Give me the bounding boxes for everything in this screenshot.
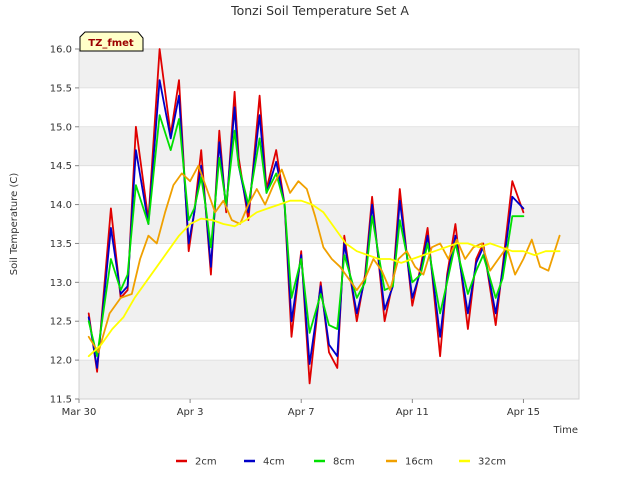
y-tick-label: 13.5: [50, 239, 72, 250]
y-tick-label: 15.5: [50, 83, 72, 94]
y-tick-label: 13.0: [50, 278, 72, 289]
y-tick-label: 14.0: [50, 200, 72, 211]
badge-shape: [79, 31, 144, 52]
x-tick-label: Apr 11: [396, 407, 429, 418]
y-tick-label: 15.0: [50, 122, 72, 133]
tz-fmet-badge: TZ_fmet: [79, 31, 144, 52]
series-line-32cm: [87, 199, 561, 358]
series-line-16cm: [87, 164, 561, 354]
x-axis: Mar 30 Apr 3 Apr 7 Apr 11 Apr 15: [62, 399, 540, 418]
plot-band: [79, 49, 579, 88]
y-tick-label: 12.0: [50, 356, 72, 367]
y-tick-label: 14.5: [50, 161, 72, 172]
y-axis: 11.5 12.0 12.5 13.0 13.5 14.0 14.5 15.0 15.5 16.0: [50, 45, 79, 406]
legend: 2cm 4cm 8cm 16cm 32cm: [176, 457, 506, 468]
legend-label-2cm: 2cm: [195, 457, 217, 468]
series-line-8cm: [87, 114, 525, 358]
x-tick-label: Mar 30: [62, 407, 97, 418]
plot-band: [79, 282, 579, 322]
y-tick-label: 16.0: [50, 45, 72, 56]
badge-label: TZ_fmet: [88, 38, 134, 49]
legend-label-16cm: 16cm: [405, 457, 433, 468]
series-lines: [87, 48, 561, 385]
chart-title: Tonzi Soil Temperature Set A: [230, 3, 409, 18]
legend-label-4cm: 4cm: [263, 457, 285, 468]
plot-band: [79, 204, 579, 244]
legend-label-32cm: 32cm: [478, 457, 506, 468]
plot-band: [79, 360, 579, 399]
x-axis-label: Time: [553, 425, 578, 436]
x-tick-label: Apr 15: [507, 407, 540, 418]
x-tick-label: Apr 3: [177, 407, 204, 418]
x-tick-label: Apr 7: [288, 407, 315, 418]
y-axis-label: Soil Temperature (C): [9, 173, 20, 276]
y-tick-label: 11.5: [50, 395, 72, 406]
plot-frame: [78, 48, 580, 400]
legend-label-8cm: 8cm: [333, 457, 355, 468]
y-tick-label: 12.5: [50, 317, 72, 328]
plot-band: [79, 126, 579, 166]
